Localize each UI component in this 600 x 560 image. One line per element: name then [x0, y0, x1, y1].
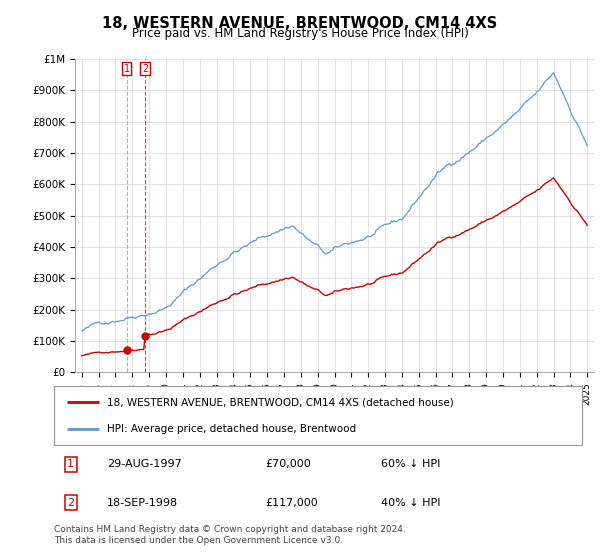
Text: 2: 2: [142, 63, 148, 73]
Text: 29-AUG-1997: 29-AUG-1997: [107, 459, 182, 469]
Text: 2: 2: [67, 498, 74, 507]
Text: 1: 1: [67, 459, 74, 469]
Text: 18, WESTERN AVENUE, BRENTWOOD, CM14 4XS (detached house): 18, WESTERN AVENUE, BRENTWOOD, CM14 4XS …: [107, 397, 454, 407]
Text: 40% ↓ HPI: 40% ↓ HPI: [382, 498, 441, 507]
Text: £70,000: £70,000: [265, 459, 311, 469]
Text: 1: 1: [124, 63, 130, 73]
Text: 60% ↓ HPI: 60% ↓ HPI: [382, 459, 441, 469]
Text: 18-SEP-1998: 18-SEP-1998: [107, 498, 178, 507]
Text: 18, WESTERN AVENUE, BRENTWOOD, CM14 4XS: 18, WESTERN AVENUE, BRENTWOOD, CM14 4XS: [103, 16, 497, 31]
Text: Contains HM Land Registry data © Crown copyright and database right 2024.
This d: Contains HM Land Registry data © Crown c…: [54, 525, 406, 545]
Text: HPI: Average price, detached house, Brentwood: HPI: Average price, detached house, Bren…: [107, 424, 356, 435]
Text: Price paid vs. HM Land Registry's House Price Index (HPI): Price paid vs. HM Land Registry's House …: [131, 27, 469, 40]
Text: £117,000: £117,000: [265, 498, 318, 507]
